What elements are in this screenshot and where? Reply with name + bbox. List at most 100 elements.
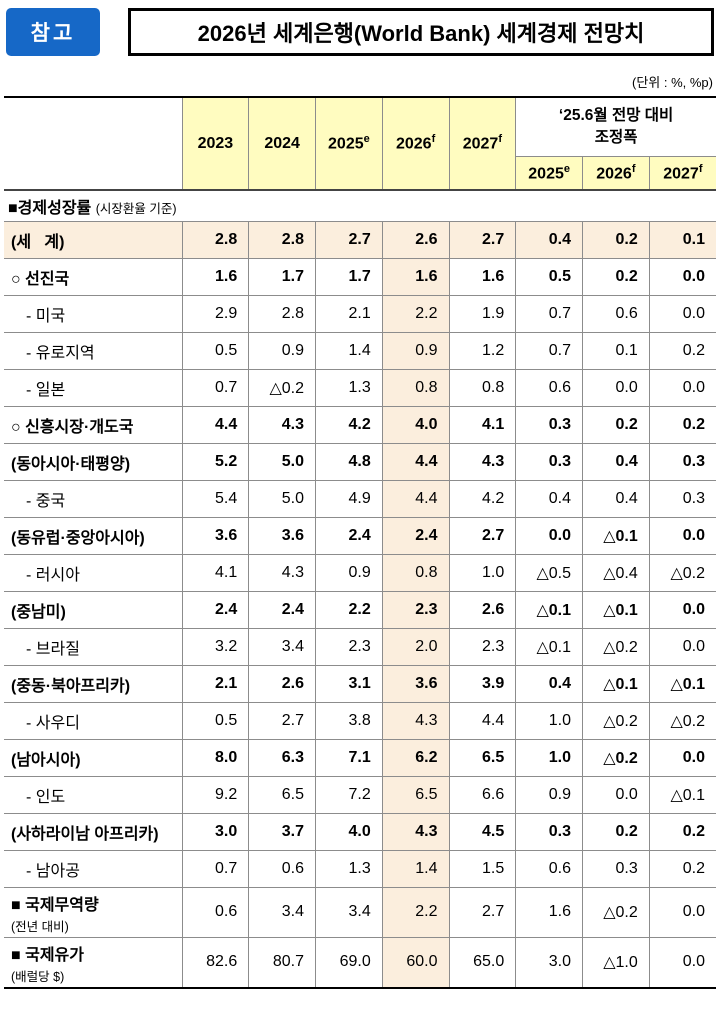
value-cell: 0.0 — [648, 368, 717, 407]
value-cell: 0.8 — [381, 368, 450, 407]
row-label: - 브라질 — [3, 627, 183, 666]
table-row: (동아시아·태평양) 5.2 5.0 4.8 4.4 4.3 0.3 0.4 0.3 — [3, 442, 717, 481]
table-row: (세 계) 2.8 2.8 2.7 2.6 2.7 0.4 0.2 0.1 — [3, 220, 717, 259]
value-cell: 4.3 — [448, 442, 517, 481]
value-cell: 2.2 — [315, 590, 383, 629]
value-cell: 2.2 — [381, 886, 450, 938]
value-cell: 3.2 — [181, 627, 250, 666]
value-cell: 0.3 — [515, 442, 583, 481]
forecast-table: 2023 2024 2025e 2026f 2027f ‘25.6월 전망 대비 조정폭 20… — [3, 97, 717, 988]
value-cell: 4.5 — [448, 812, 517, 851]
row-label: - 미국 — [3, 294, 183, 333]
value-cell: △0.1 — [515, 590, 583, 629]
row-label: - 러시아 — [3, 553, 183, 592]
value-cell: 4.2 — [315, 405, 383, 444]
value-cell: 69.0 — [315, 936, 383, 988]
value-cell: 0.4 — [515, 220, 583, 259]
adjustment-subheader-2027: 2027f — [648, 155, 717, 191]
value-cell: 1.6 — [381, 257, 450, 296]
value-cell: 0.7 — [181, 849, 250, 888]
value-cell: △0.1 — [648, 664, 717, 703]
value-cell: 1.3 — [315, 368, 383, 407]
value-cell: △0.1 — [582, 664, 650, 703]
value-cell: 2.7 — [448, 886, 517, 938]
row-label: (동아시아·태평양) — [3, 442, 183, 481]
value-cell: 0.6 — [248, 849, 316, 888]
value-cell: 80.7 — [248, 936, 316, 988]
table-body: ■경제성장률 (시장환율 기준) (세 계) 2.8 2.8 2.7 2.6 2.7 0.4 0… — [3, 189, 717, 988]
value-cell: 3.6 — [181, 516, 250, 555]
value-cell: 0.0 — [648, 936, 717, 988]
value-cell: 1.0 — [515, 701, 583, 740]
value-cell: 3.0 — [515, 936, 583, 988]
value-cell: 0.8 — [381, 553, 450, 592]
value-cell: 6.5 — [448, 738, 517, 777]
table-row: - 중국 5.4 5.0 4.9 4.4 4.2 0.4 0.4 0.3 — [3, 479, 717, 518]
value-cell: 0.2 — [582, 257, 650, 296]
value-cell: 7.2 — [315, 775, 383, 814]
value-cell: 1.0 — [515, 738, 583, 777]
column-header-2025: 2025e — [315, 97, 383, 191]
value-cell: 0.6 — [515, 849, 583, 888]
value-cell: 0.8 — [448, 368, 517, 407]
value-cell: 0.3 — [515, 405, 583, 444]
value-cell: 7.1 — [315, 738, 383, 777]
value-cell: 6.3 — [248, 738, 316, 777]
value-cell: 2.4 — [248, 590, 316, 629]
value-cell: 2.4 — [381, 516, 450, 555]
value-cell: 0.2 — [648, 405, 717, 444]
value-cell: 0.4 — [582, 479, 650, 518]
value-cell: 2.1 — [181, 664, 250, 703]
row-label: ■ 국제유가 (배럴당 $) — [3, 936, 183, 988]
value-cell: 3.4 — [248, 886, 316, 938]
value-cell: 0.6 — [515, 368, 583, 407]
value-cell: 1.6 — [181, 257, 250, 296]
table-row: - 러시아 4.1 4.3 0.9 0.8 1.0 △0.5 △0.4 △0.2 — [3, 553, 717, 592]
value-cell: 0.9 — [381, 331, 450, 370]
value-cell: △0.5 — [515, 553, 583, 592]
value-cell: 0.4 — [515, 479, 583, 518]
value-cell: 4.4 — [448, 701, 517, 740]
value-cell: 4.9 — [315, 479, 383, 518]
value-cell: △0.1 — [648, 775, 717, 814]
value-cell: 4.3 — [381, 812, 450, 851]
value-cell: 2.6 — [248, 664, 316, 703]
table-row: - 브라질 3.2 3.4 2.3 2.0 2.3 △0.1 △0.2 0.0 — [3, 627, 717, 666]
value-cell: 3.9 — [448, 664, 517, 703]
value-cell: 0.2 — [648, 331, 717, 370]
value-cell: 2.8 — [248, 220, 316, 259]
value-cell: 0.6 — [582, 294, 650, 333]
value-cell: 6.5 — [381, 775, 450, 814]
value-cell: △0.2 — [582, 701, 650, 740]
value-cell: 1.2 — [448, 331, 517, 370]
value-cell: 4.2 — [448, 479, 517, 518]
value-cell: △0.1 — [582, 516, 650, 555]
title-box: 2026년 세계은행(World Bank) 세계경제 전망치 — [128, 8, 714, 56]
value-cell: 2.3 — [448, 627, 517, 666]
corner-cell — [3, 97, 183, 191]
value-cell: 1.5 — [448, 849, 517, 888]
value-cell: 0.0 — [648, 257, 717, 296]
value-cell: 0.7 — [515, 294, 583, 333]
value-cell: 0.3 — [648, 479, 717, 518]
forecast-table-wrap: 2023 2024 2025e 2026f 2027f ‘25.6월 전망 대비 조정폭 20… — [3, 96, 717, 989]
table-row: ■ 국제유가 (배럴당 $) 82.6 80.7 69.0 60.0 65.0 3.0 △1.0… — [3, 936, 717, 988]
row-label: ■ 국제무역량 (전년 대비) — [3, 886, 183, 938]
value-cell: 2.8 — [248, 294, 316, 333]
value-cell: 0.0 — [648, 590, 717, 629]
row-label: - 중국 — [3, 479, 183, 518]
table-row: ○ 신흥시장·개도국 4.4 4.3 4.2 4.0 4.1 0.3 0.2 0.2 — [3, 405, 717, 444]
value-cell: 0.0 — [648, 886, 717, 938]
value-cell: 2.7 — [448, 220, 517, 259]
table-header: 2023 2024 2025e 2026f 2027f ‘25.6월 전망 대비 조정폭 20… — [3, 97, 717, 191]
value-cell: 1.3 — [315, 849, 383, 888]
value-cell: 2.8 — [181, 220, 250, 259]
value-cell: 6.2 — [381, 738, 450, 777]
value-cell: 0.4 — [515, 664, 583, 703]
value-cell: 0.0 — [515, 516, 583, 555]
value-cell: 2.4 — [315, 516, 383, 555]
value-cell: 1.6 — [515, 886, 583, 938]
value-cell: 4.3 — [248, 553, 316, 592]
value-cell: △0.4 — [582, 553, 650, 592]
value-cell: 2.4 — [181, 590, 250, 629]
